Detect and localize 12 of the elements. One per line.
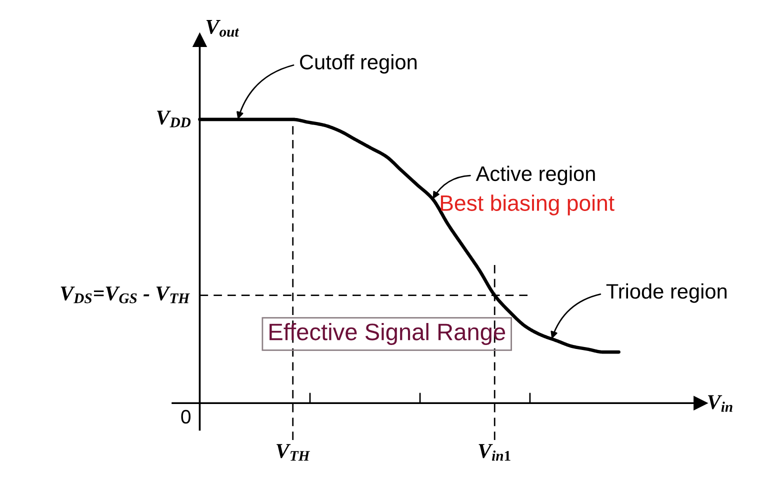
- x-axis-title: V$_{in}$: [708, 395, 732, 412]
- y-axis-title: V$_{out}$: [206, 20, 240, 37]
- ref-line-label: V$_{DS}$=V$_{GS}$ - V$_{TH}$: [60, 286, 190, 304]
- text: 0: [181, 410, 190, 424]
- text: V$_{DD}$: [157, 110, 191, 128]
- annotation: Triode region: [606, 283, 727, 303]
- annotation: Active region: [476, 166, 595, 186]
- x-tick-label: V$_{in1}$: [478, 444, 510, 461]
- text: Cutoff region: [300, 54, 417, 74]
- annotation: Effective Signal Range: [270, 322, 506, 346]
- x-tick-label: V$_{TH}$: [276, 444, 310, 461]
- annotation: Best biasing point: [440, 194, 614, 216]
